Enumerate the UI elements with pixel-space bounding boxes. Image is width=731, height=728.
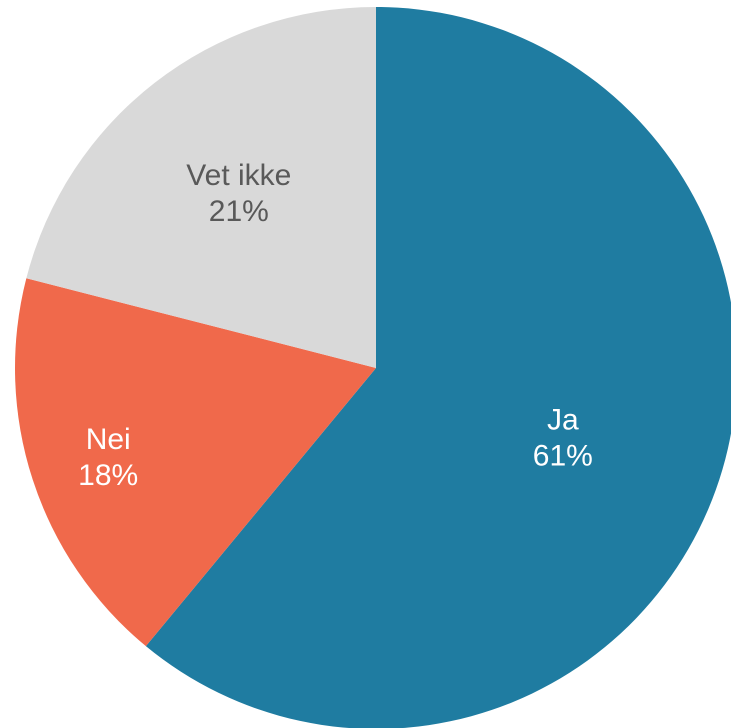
pie-slices bbox=[15, 7, 731, 728]
slice-category-label: Vet ikke bbox=[186, 159, 291, 192]
slice-category-label: Ja bbox=[547, 403, 579, 436]
slice-label-ja: Ja 61% bbox=[533, 403, 593, 472]
pie-slice-vet-ikke bbox=[26, 7, 376, 368]
slice-label-nei: Nei 18% bbox=[78, 423, 138, 492]
slice-value-label: 18% bbox=[78, 459, 138, 492]
slice-value-label: 61% bbox=[533, 439, 593, 472]
slice-category-label: Nei bbox=[86, 423, 131, 456]
pie-slice-nei bbox=[15, 278, 377, 647]
slice-value-label: 21% bbox=[209, 195, 269, 228]
pie-slice-ja bbox=[145, 7, 731, 728]
slice-label-vet-ikke: Vet ikke 21% bbox=[186, 159, 291, 228]
pie-labels: Ja 61% Nei 18% Vet ikke 21% bbox=[78, 159, 593, 492]
